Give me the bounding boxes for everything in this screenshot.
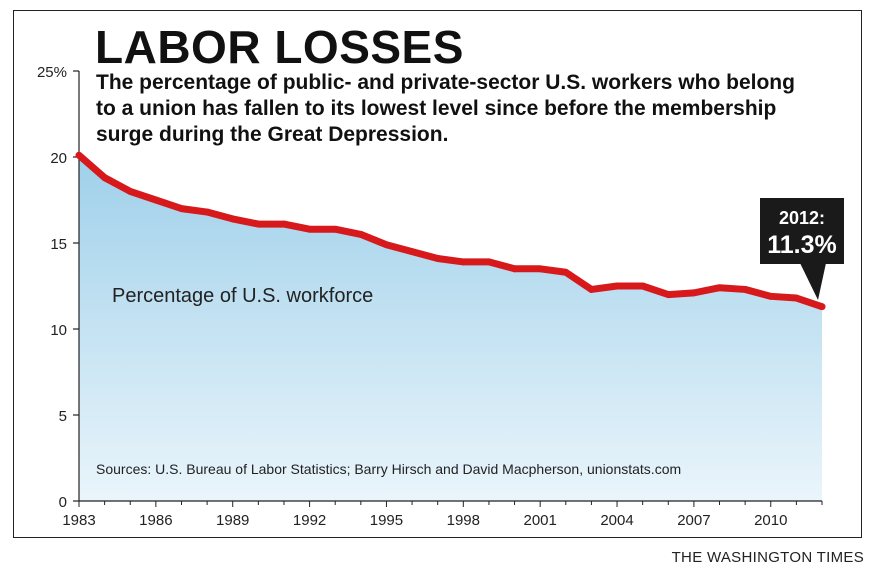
chart-subtitle: The percentage of public- and private-se… xyxy=(96,71,795,146)
x-tick-label: 1989 xyxy=(216,512,249,529)
data-point xyxy=(408,248,416,256)
data-point xyxy=(383,241,390,249)
data-point xyxy=(792,294,800,302)
data-point xyxy=(331,225,339,233)
x-tick-label: 2007 xyxy=(677,512,710,529)
y-tick-label: 0 xyxy=(59,494,67,511)
data-point xyxy=(562,268,570,276)
data-point xyxy=(818,303,826,311)
callout-value: 11.3% xyxy=(767,231,837,259)
x-tick-label: 2004 xyxy=(600,512,633,529)
publisher-credit: THE WASHINGTON TIMES xyxy=(671,549,864,566)
callout-year: 2012: xyxy=(779,208,825,228)
callout-box xyxy=(760,198,844,264)
data-point xyxy=(203,208,211,216)
x-tick-label: 1992 xyxy=(293,512,326,529)
data-point xyxy=(639,282,647,290)
data-point xyxy=(306,225,313,233)
y-tick-label: 25% xyxy=(37,64,67,81)
data-point xyxy=(178,205,185,213)
data-point xyxy=(126,188,134,195)
y-tick-label: 15 xyxy=(50,236,67,253)
data-point xyxy=(485,258,493,266)
data-point xyxy=(75,151,83,159)
y-tick-label: 20 xyxy=(50,150,67,167)
data-point xyxy=(152,196,160,204)
data-point xyxy=(690,289,698,297)
data-point xyxy=(716,284,723,292)
data-point xyxy=(101,174,109,182)
x-tick-label: 1998 xyxy=(447,512,480,529)
data-point xyxy=(767,292,775,300)
series-line xyxy=(75,151,826,311)
data-point xyxy=(280,220,288,228)
data-point xyxy=(588,286,595,293)
x-tick-label: 2001 xyxy=(523,512,556,529)
data-point xyxy=(254,220,262,228)
y-tick-label: 10 xyxy=(50,322,67,339)
data-point xyxy=(741,286,749,293)
data-point xyxy=(613,282,621,290)
callout-2012: 2012: 11.3% xyxy=(760,198,844,300)
callout-pointer xyxy=(800,263,826,300)
data-point xyxy=(434,255,442,262)
y-tick-label: 5 xyxy=(59,408,67,425)
x-tick-label: 1983 xyxy=(62,512,95,529)
data-point xyxy=(229,215,237,223)
chart-title: LABOR LOSSES xyxy=(95,21,464,73)
data-point xyxy=(511,265,518,273)
x-tick-label: 1995 xyxy=(370,512,403,529)
data-point xyxy=(536,265,544,273)
x-tick-label: 2010 xyxy=(754,512,787,529)
data-point xyxy=(459,258,467,266)
data-point xyxy=(357,231,365,238)
area-fill xyxy=(79,155,822,501)
x-tick-label: 1986 xyxy=(139,512,172,529)
data-point xyxy=(664,291,672,298)
source-note: Sources: U.S. Bureau of Labor Statistics… xyxy=(96,461,681,477)
series-label: Percentage of U.S. workforce xyxy=(112,285,373,307)
